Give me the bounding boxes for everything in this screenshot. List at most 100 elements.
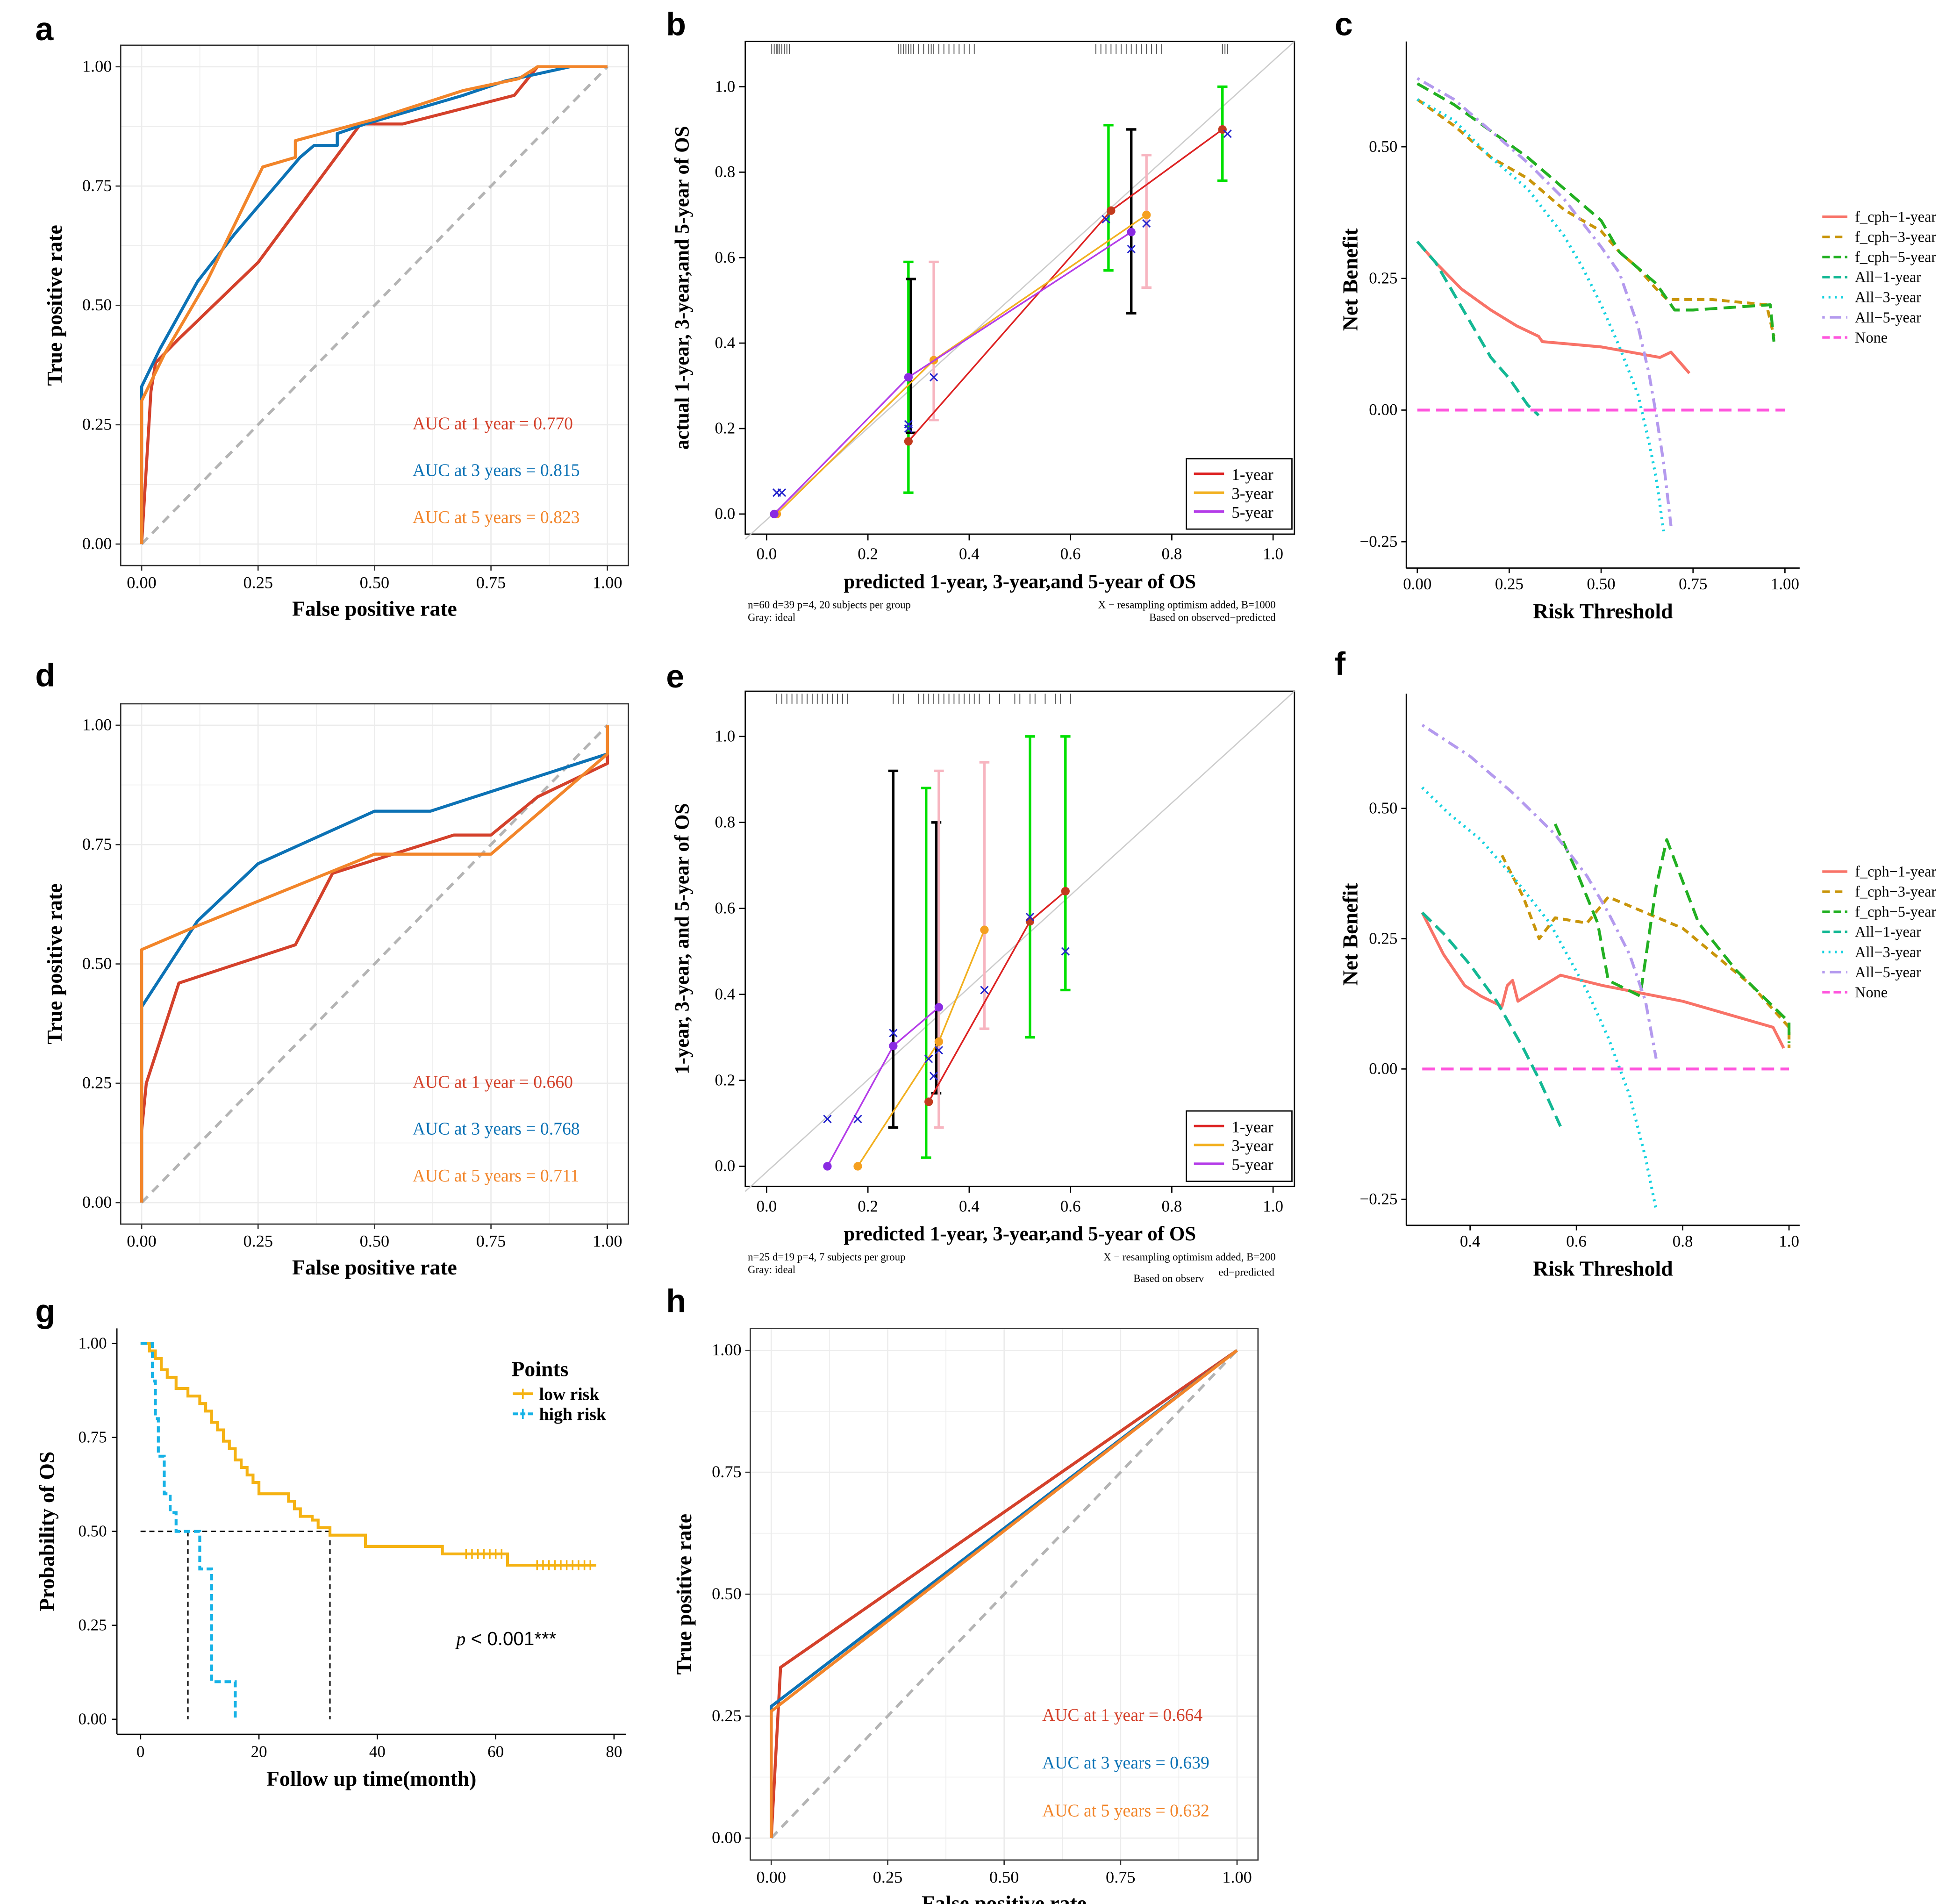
x-tick-label: 0.00 bbox=[127, 573, 157, 592]
legend-label: 5-year bbox=[1231, 1156, 1273, 1174]
x-axis-title: Risk Threshold bbox=[1533, 1256, 1673, 1280]
y-tick-label: 0.50 bbox=[78, 1522, 107, 1540]
x-axis-title: False positive rate bbox=[292, 1255, 457, 1279]
panel-label-h: h bbox=[666, 1282, 686, 1319]
x-axis-title: False positive rate bbox=[292, 597, 457, 621]
reference-diagonal bbox=[770, 1349, 1238, 1839]
y-tick-label: 0.0 bbox=[715, 1157, 736, 1175]
panel-e: e 0.0 0.0 0.2 0.2 0.4 0.4 0.6 0.6 0.8 0.8 1.0 1.0 1-y… bbox=[666, 658, 1295, 1284]
dca-curve-f_cph−5-year bbox=[1553, 823, 1791, 1043]
legend-label: 3-year bbox=[1231, 485, 1273, 503]
calibration-point bbox=[1127, 228, 1136, 236]
legend-label: f_cph−5-year bbox=[1855, 249, 1936, 265]
auc-annotation: AUC at 3 years = 0.639 bbox=[1042, 1753, 1209, 1773]
panel-d: d AUC at 1 year = 0.660 AUC at 3 years = 0… bbox=[35, 657, 629, 1279]
footnote: X − resampling optimism added, B=1000 bbox=[1098, 599, 1276, 611]
y-tick-label: 0.25 bbox=[712, 1706, 742, 1725]
calibration-point bbox=[924, 1097, 933, 1106]
corrected-marker bbox=[1061, 947, 1070, 956]
auc-annotation: AUC at 1 year = 0.664 bbox=[1042, 1705, 1202, 1725]
reference-diagonal bbox=[140, 65, 608, 545]
calibration-point bbox=[904, 373, 913, 382]
footnote: n=60 d=39 p=4, 20 subjects per group bbox=[748, 599, 911, 611]
auc-annotation: AUC at 5 years = 0.823 bbox=[413, 508, 580, 527]
dca-curve-All−3-year bbox=[1416, 98, 1665, 532]
calibration-line-1-year bbox=[928, 890, 1066, 1102]
corrected-marker bbox=[924, 1054, 933, 1063]
panel-f: f 0.4 0.6 0.8 1.0 −0.25 0.00 0.25 0.50 Risk Thres… bbox=[1335, 645, 1937, 1280]
y-tick-label: 0.75 bbox=[82, 176, 112, 195]
legend-label: 1-year bbox=[1231, 465, 1273, 484]
y-tick-label: 0.4 bbox=[715, 985, 736, 1003]
dca-curve-f_cph−1-year bbox=[1416, 240, 1691, 374]
roc-curve-5-years bbox=[140, 725, 609, 1203]
calibration-line-5-year bbox=[773, 231, 1132, 515]
panel-label-a: a bbox=[35, 11, 54, 47]
footnote: Based on observed−predicted bbox=[1149, 611, 1276, 623]
y-tick-label: 0.00 bbox=[82, 534, 112, 553]
gridlines bbox=[750, 1328, 1258, 1860]
y-tick-label: 0.75 bbox=[712, 1462, 742, 1481]
x-tick-label: 60 bbox=[487, 1742, 504, 1761]
x-tick-label: 0.6 bbox=[1060, 1197, 1081, 1215]
panel-g: g 0 20 40 60 80 0.00 0.25 0.50 0.75 1.00 Follow up … bbox=[35, 1293, 626, 1790]
x-axis-title: Follow up time(month) bbox=[266, 1767, 476, 1790]
y-tick-label: −0.25 bbox=[1359, 1190, 1397, 1208]
y-tick-label: 0.25 bbox=[1369, 929, 1397, 947]
auc-annotation: AUC at 1 year = 0.770 bbox=[413, 414, 573, 433]
y-tick-label: 0.2 bbox=[715, 1071, 736, 1089]
y-tick-label: 0.50 bbox=[82, 295, 112, 314]
x-tick-label: 0.75 bbox=[1679, 575, 1707, 593]
x-tick-label: 0.00 bbox=[757, 1868, 787, 1886]
panel-label-b: b bbox=[666, 6, 686, 42]
corrected-marker bbox=[1025, 912, 1035, 922]
calibration-point bbox=[1025, 917, 1035, 926]
legend-label: 1-year bbox=[1231, 1118, 1273, 1136]
calibration-point bbox=[934, 1037, 944, 1046]
legend-label: All−5-year bbox=[1855, 964, 1921, 981]
x-tick-label: 0.50 bbox=[989, 1868, 1019, 1886]
y-tick-label: 0.25 bbox=[82, 415, 112, 434]
x-tick-label: 0.2 bbox=[858, 545, 878, 563]
y-tick-label: 0.6 bbox=[715, 248, 736, 266]
auc-annotation: AUC at 5 years = 0.711 bbox=[413, 1166, 579, 1186]
roc-curve-1-year bbox=[770, 1349, 1238, 1839]
legend-label: f_cph−3-year bbox=[1855, 229, 1936, 245]
x-tick-label: 80 bbox=[606, 1742, 622, 1761]
km-curve-high-risk bbox=[140, 1342, 237, 1719]
y-tick-label: −0.25 bbox=[1359, 532, 1397, 551]
y-axis-title: 1-year, 3-year, and 5-year of OS bbox=[672, 803, 694, 1074]
x-tick-label: 0.8 bbox=[1673, 1232, 1693, 1251]
x-tick-label: 0.25 bbox=[873, 1868, 903, 1886]
x-tick-label: 1.00 bbox=[1222, 1868, 1252, 1886]
legend-label: high risk bbox=[539, 1405, 606, 1424]
y-axis-title: True positive rate bbox=[43, 225, 66, 386]
x-tick-label: 0.4 bbox=[1460, 1232, 1481, 1251]
y-tick-label: 0.25 bbox=[82, 1074, 112, 1092]
calibration-point bbox=[1107, 206, 1116, 215]
dca-curve-All−5-year bbox=[1416, 77, 1673, 526]
y-tick-label: 0.75 bbox=[82, 835, 112, 853]
panel-label-f: f bbox=[1335, 645, 1346, 682]
auc-annotation: AUC at 3 years = 0.815 bbox=[413, 461, 580, 480]
calibration-line-3-year bbox=[776, 214, 1147, 515]
y-tick-label: 0.6 bbox=[715, 899, 736, 917]
legend-title: Points bbox=[512, 1357, 569, 1381]
y-tick-label: 0.00 bbox=[1369, 401, 1397, 419]
calibration-point bbox=[1142, 210, 1151, 219]
km-curve-low-risk bbox=[140, 1342, 596, 1567]
x-tick-label: 1.00 bbox=[1771, 575, 1799, 593]
x-tick-label: 1.00 bbox=[593, 1232, 622, 1251]
y-axis-title: True positive rate bbox=[43, 883, 66, 1044]
x-tick-label: 0.4 bbox=[959, 545, 980, 563]
y-tick-label: 1.0 bbox=[715, 727, 736, 745]
auc-annotation: AUC at 1 year = 0.660 bbox=[413, 1073, 573, 1092]
x-tick-label: 0.25 bbox=[1495, 575, 1524, 593]
calibration-point bbox=[980, 925, 989, 934]
footnote: n=25 d=19 p=4, 7 subjects per group bbox=[748, 1251, 905, 1263]
panel-c: c 0.00 0.25 0.50 0.75 1.00 −0.25 0.00 0.25 0.50 Ri… bbox=[1335, 6, 1937, 623]
x-tick-label: 0.8 bbox=[1162, 545, 1182, 563]
plot-border bbox=[744, 41, 1295, 535]
legend-label: f_cph−5-year bbox=[1855, 903, 1936, 920]
y-tick-label: 0.50 bbox=[82, 954, 112, 973]
